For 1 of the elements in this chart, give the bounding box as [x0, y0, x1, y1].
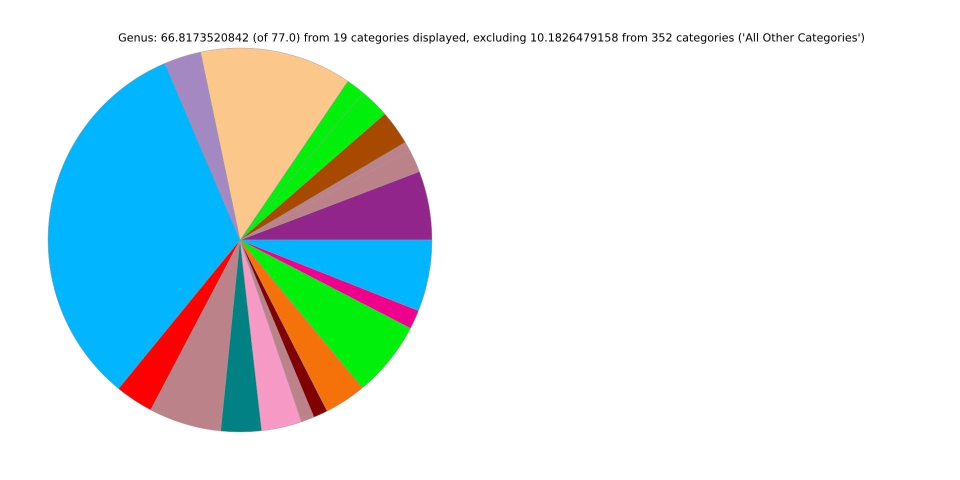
- text: Genus: 66.8173520842 (of 77.0) from 19 categories displayed, excluding 10.1826479158 from 352 categories ('All Other Categories'): [118, 33, 864, 44]
